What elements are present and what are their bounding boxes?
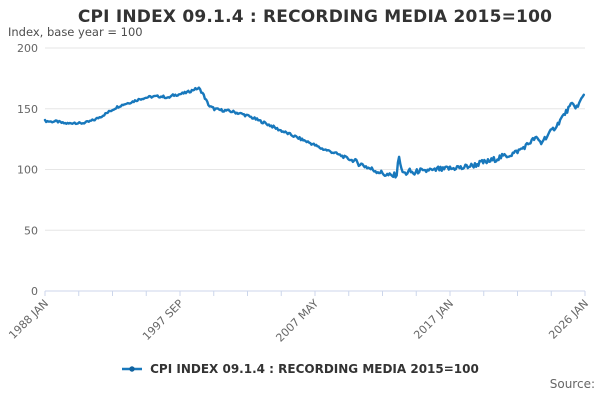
y-axis-tick-label: 200 xyxy=(17,42,38,55)
y-axis-tick-label: 50 xyxy=(24,224,38,237)
x-axis-tick-label: 1988 JAN xyxy=(6,297,51,342)
y-axis-tick-label: 100 xyxy=(17,164,38,177)
y-axis-tick-label: 150 xyxy=(17,103,38,116)
x-axis-tick-label: 1997 SEP xyxy=(140,297,186,343)
x-axis-tick-label: 2026 JAN xyxy=(546,297,591,342)
y-axis-tick-label: 0 xyxy=(31,285,38,298)
source-label: Source: xyxy=(549,377,595,391)
x-axis-tick-label: 2017 JAN xyxy=(411,297,456,342)
legend-item[interactable]: CPI INDEX 09.1.4 : RECORDING MEDIA 2015=… xyxy=(0,360,600,378)
chart-plot-area: 0 50 100 150 200 1988 JAN 1997 SEP 2007 MAY 2017… xyxy=(6,42,591,345)
x-axis-tick-label: 2007 MAY xyxy=(273,297,321,345)
series-line[interactable] xyxy=(43,86,585,179)
chart-subtitle: Index, base year = 100 xyxy=(8,25,143,39)
chart-title: CPI INDEX 09.1.4 : RECORDING MEDIA 2015=… xyxy=(77,7,553,27)
legend-label: CPI INDEX 09.1.4 : RECORDING MEDIA 2015=… xyxy=(150,362,479,376)
legend-line-marker-icon xyxy=(122,366,143,372)
